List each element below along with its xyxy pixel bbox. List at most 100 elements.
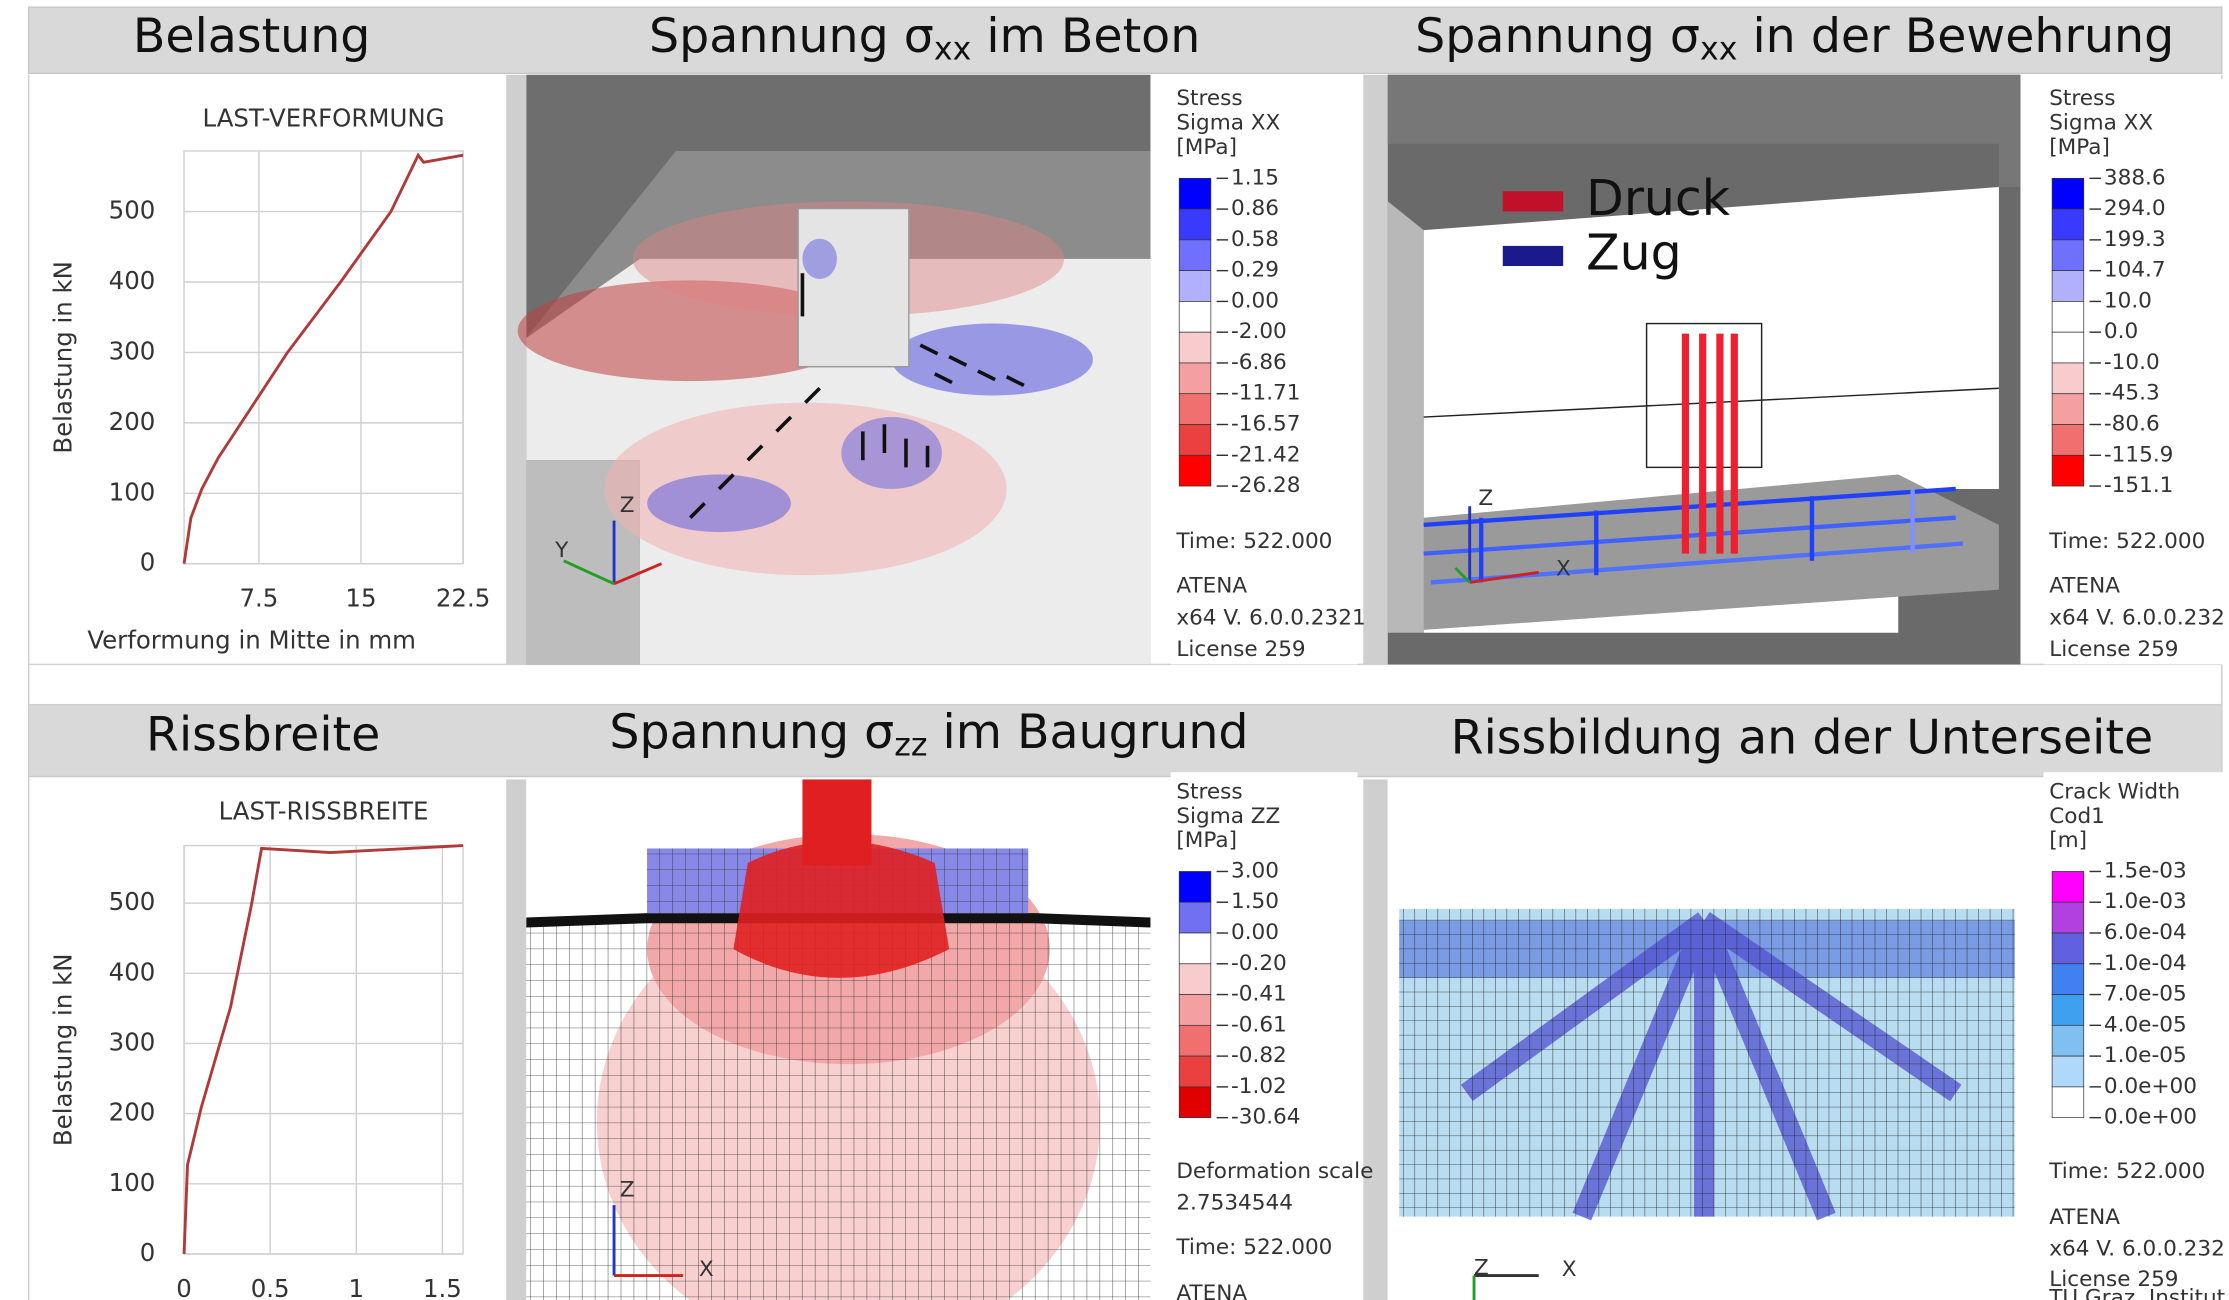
color-swatch — [1179, 301, 1211, 332]
legend-label: 6.0e-04 — [2104, 920, 2187, 945]
fe-plot-soil — [526, 779, 1150, 1300]
legend-title: Sigma XX — [1176, 111, 1280, 136]
legend-info: Deformation scale — [1176, 1159, 1373, 1184]
legend-label: Zug — [1586, 224, 1681, 281]
color-swatch — [2052, 1056, 2084, 1087]
title-subscript: xx — [934, 31, 971, 67]
title-text: Spannung σ — [1415, 9, 1700, 64]
legend-info: ATENA — [1176, 1281, 1247, 1300]
color-swatch — [2052, 363, 2084, 394]
title-text: Rissbildung an der Unterseite — [1451, 711, 2154, 766]
legend-swatch — [1503, 246, 1563, 266]
legend-title: Sigma ZZ — [1176, 804, 1280, 829]
legend-label: 0.0e+00 — [2104, 1105, 2197, 1130]
title-text: in der Bewehrung — [1737, 9, 2174, 64]
color-swatch — [1179, 1056, 1211, 1087]
legend-label: 10.0 — [2104, 288, 2152, 313]
panel-title: Rissbildung an der Unterseite — [1451, 711, 2154, 766]
color-swatch — [1179, 995, 1211, 1026]
color-swatch — [2052, 209, 2084, 240]
title-text: Spannung σ — [649, 9, 934, 64]
legend-title: Stress — [1176, 86, 1242, 111]
legend-info: ATENA — [1176, 574, 1247, 599]
legend-info: License 259 — [1176, 637, 1305, 662]
color-swatch — [2052, 933, 2084, 964]
x-axis-label: Verformung in Mitte in mm — [87, 625, 416, 654]
color-swatch — [1179, 178, 1211, 209]
legend-title: [m] — [2049, 828, 2087, 853]
axis-triad-label: X — [1556, 556, 1571, 581]
x-tick-label: 15 — [345, 584, 376, 613]
legend-label: -10.0 — [2104, 350, 2160, 375]
legend-info: Time: 522.000 — [1175, 1235, 1332, 1260]
legend-label: 0.0e+00 — [2104, 1074, 2197, 1099]
axis-triad-label: Z — [1478, 486, 1493, 511]
legend-label: 388.6 — [2104, 165, 2166, 190]
color-swatch — [1179, 240, 1211, 271]
legend-label: -115.9 — [2104, 442, 2174, 467]
y-tick-label: 200 — [109, 1098, 156, 1127]
color-swatch — [2052, 995, 2084, 1026]
legend-title: [MPa] — [2049, 135, 2110, 160]
color-swatch — [1179, 425, 1211, 456]
panel-title: Rissbreite — [146, 708, 380, 763]
legend-label: 4.0e-05 — [2104, 1012, 2187, 1037]
legend-label: 1.5e-03 — [2104, 858, 2187, 883]
plot-area — [184, 151, 463, 564]
legend-label: 7.0e-05 — [2104, 982, 2187, 1007]
legend-label: 199.3 — [2104, 227, 2166, 252]
y-tick-label: 500 — [109, 887, 156, 916]
legend-title: Sigma XX — [2049, 111, 2153, 136]
separator — [1363, 75, 1387, 665]
axis-triad-label: X — [1562, 1257, 1577, 1282]
title-subscript: xx — [1700, 31, 1737, 67]
fe-plot-rebar — [1388, 75, 2021, 665]
color-swatch — [2052, 301, 2084, 332]
legend-title: [MPa] — [1176, 135, 1237, 160]
legend-info: x64 V. 6.0.0.232 — [2049, 605, 2225, 630]
axis-triad-label: Z — [1474, 1255, 1489, 1280]
color-swatch — [1179, 871, 1211, 902]
legend-label: -80.6 — [2104, 412, 2160, 437]
color-swatch — [1179, 271, 1211, 302]
color-swatch — [1179, 209, 1211, 240]
legend-label: -1.02 — [1231, 1074, 1287, 1099]
legend-label: 104.7 — [2104, 258, 2166, 283]
legend-label: 0.29 — [1231, 258, 1279, 283]
title-text: im Baugrund — [927, 705, 1248, 760]
x-tick-label: 22.5 — [436, 584, 490, 613]
legend-label: -6.86 — [1231, 350, 1287, 375]
panel-title: Spannung σxx in der Bewehrung — [1415, 9, 2174, 68]
legend-info: x64 V. 6.0.0.2321 — [1176, 605, 1365, 630]
legend-info: ATENA — [2049, 574, 2120, 599]
panel-title: Spannung σxx im Beton — [649, 9, 1200, 68]
legend-title: Stress — [1176, 779, 1242, 804]
legend-info: License 259 — [2049, 637, 2178, 662]
color-swatch — [2052, 271, 2084, 302]
panel-title: Belastung — [133, 9, 371, 64]
legend-swatch — [1503, 191, 1563, 211]
color-swatch — [1179, 902, 1211, 933]
legend-label: 294.0 — [2104, 196, 2166, 221]
legend-label: -11.71 — [1231, 381, 1301, 406]
y-tick-label: 100 — [109, 1168, 156, 1197]
legend-title: Crack Width — [2049, 779, 2180, 804]
color-swatch — [2052, 964, 2084, 995]
y-tick-label: 400 — [109, 266, 156, 295]
legend-info: Time: 522.000 — [2048, 529, 2205, 554]
legend-info: ATENA — [2049, 1205, 2120, 1230]
color-swatch — [2052, 455, 2084, 486]
color-swatch — [2052, 902, 2084, 933]
title-text: Belastung — [133, 9, 371, 64]
color-swatch — [2052, 178, 2084, 209]
legend-info: 2.7534544 — [1176, 1191, 1293, 1216]
fe-plot-cracks — [1388, 779, 2021, 1300]
legend-label: 0.00 — [1231, 288, 1279, 313]
chart-title: LAST-VERFORMUNG — [203, 103, 445, 132]
color-swatch — [2052, 871, 2084, 902]
legend-label: 1.15 — [1231, 165, 1279, 190]
color-swatch — [1179, 363, 1211, 394]
axis-triad-label: Z — [620, 493, 635, 518]
color-swatch — [2052, 425, 2084, 456]
color-swatch — [1179, 1087, 1211, 1118]
